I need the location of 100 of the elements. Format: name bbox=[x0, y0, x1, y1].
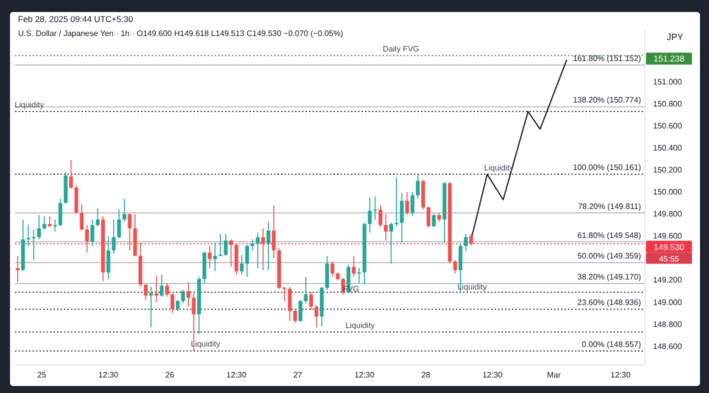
candlestick bbox=[128, 214, 132, 251]
candlestick bbox=[250, 238, 254, 251]
candlestick bbox=[112, 219, 116, 254]
candlestick bbox=[314, 304, 318, 328]
y-tick-label: 149.000 bbox=[653, 298, 682, 307]
candlestick bbox=[288, 286, 292, 322]
candlestick bbox=[410, 191, 414, 217]
candlestick bbox=[293, 309, 297, 324]
candlestick bbox=[181, 290, 185, 304]
x-tick-label: Mar bbox=[546, 370, 562, 380]
ref-line-label: 161.80% (151.152) bbox=[572, 54, 642, 64]
y-tick-label: 149.600 bbox=[653, 232, 682, 241]
x-tick-label: 28 bbox=[421, 370, 431, 380]
x-tick-label: 12:30 bbox=[98, 370, 119, 380]
candlestick bbox=[85, 224, 89, 254]
y-tick-label: 148.600 bbox=[653, 342, 682, 351]
candlestick bbox=[368, 197, 372, 234]
candlestick bbox=[122, 198, 126, 222]
y-tick-label: 148.800 bbox=[653, 320, 682, 329]
candlestick bbox=[176, 299, 180, 312]
candlestick bbox=[256, 232, 260, 269]
y-tick-label: 150.200 bbox=[653, 166, 682, 175]
y-tick-label: 149.200 bbox=[653, 276, 682, 285]
candlestick bbox=[298, 299, 302, 323]
candlestick bbox=[144, 284, 148, 300]
candlestick bbox=[272, 204, 276, 259]
candlestick bbox=[304, 276, 308, 304]
y-tick-label: 150.400 bbox=[653, 143, 682, 152]
candlestick bbox=[208, 245, 212, 269]
candlestick bbox=[394, 177, 398, 227]
x-tick-label: 26 bbox=[165, 370, 175, 380]
candlestick bbox=[224, 233, 228, 256]
candlestick bbox=[330, 260, 334, 278]
ref-line-label: 78.20% (149.811) bbox=[578, 202, 642, 211]
candlestick bbox=[213, 242, 217, 272]
candlestick bbox=[149, 286, 153, 328]
candlestick bbox=[389, 222, 394, 264]
candlestick bbox=[240, 254, 244, 276]
candlestick bbox=[378, 204, 382, 228]
candlestick bbox=[106, 236, 110, 280]
ref-line-label: 50.00% (149.359) bbox=[577, 252, 642, 261]
candlestick bbox=[58, 198, 62, 227]
candlestick bbox=[469, 234, 474, 246]
x-tick-label: 25 bbox=[37, 370, 47, 380]
candlestick bbox=[96, 208, 100, 227]
ref-line-label: 61.80% (149.548) bbox=[577, 230, 642, 240]
candlestick bbox=[357, 268, 362, 284]
candlestick bbox=[352, 255, 356, 278]
x-tick-label: 12:30 bbox=[354, 370, 376, 380]
ref-line-label: 138.20% (150.774) bbox=[572, 96, 642, 105]
candlestick bbox=[384, 214, 388, 241]
y-axis-title: JPY bbox=[666, 32, 684, 42]
candlestick bbox=[218, 233, 222, 256]
candlestick bbox=[416, 174, 420, 200]
candlestick bbox=[282, 286, 286, 302]
candlestick bbox=[165, 282, 169, 298]
candlestick bbox=[405, 191, 410, 216]
candlestick bbox=[42, 216, 46, 230]
candlestick bbox=[245, 244, 249, 278]
candlestick bbox=[261, 228, 265, 271]
candlestick bbox=[80, 204, 84, 232]
x-tick-label: 12:30 bbox=[610, 370, 632, 380]
annotation: Liquidity bbox=[14, 100, 44, 110]
candlestick bbox=[90, 219, 94, 246]
ref-line-label: 149.530 bbox=[654, 242, 685, 252]
candlestick bbox=[426, 206, 430, 228]
chart-subtitle: Feb 28, 2025 09:44 UTC+5:30 bbox=[18, 14, 134, 24]
candlestick bbox=[229, 238, 233, 268]
y-tick-label: 150.800 bbox=[653, 99, 682, 108]
candlestick bbox=[266, 221, 270, 271]
ref-line-label: 100.00% (150.161) bbox=[572, 163, 642, 172]
candlestick bbox=[400, 192, 404, 244]
candlestick bbox=[160, 274, 164, 298]
candlestick bbox=[53, 219, 57, 232]
candlestick bbox=[432, 214, 436, 228]
candlestick bbox=[69, 160, 73, 190]
y-tick-label: 150.000 bbox=[653, 188, 682, 197]
candlestick bbox=[186, 282, 190, 308]
ref-line-label: 151.238 bbox=[654, 54, 685, 64]
annotation: Daily FVG bbox=[382, 44, 420, 54]
candlestick bbox=[309, 292, 314, 310]
x-tick-label: 12:30 bbox=[482, 370, 504, 380]
candlestick bbox=[373, 196, 378, 220]
ref-line-label: 23.60% (148.936) bbox=[577, 298, 642, 308]
candlestick bbox=[37, 214, 41, 240]
candlestick bbox=[170, 292, 174, 314]
ref-line-label: 0.00% (148.557) bbox=[582, 340, 642, 350]
candlestick bbox=[464, 233, 468, 252]
y-tick-label: 149.800 bbox=[653, 210, 682, 219]
candlestick bbox=[154, 275, 158, 303]
y-tick-label: 150.600 bbox=[653, 121, 682, 130]
x-tick-label: 12:30 bbox=[226, 370, 247, 380]
ref-line-label: 38.20% (149.170) bbox=[577, 272, 642, 282]
candlestick bbox=[32, 228, 36, 261]
chart-title: U.S. Dollar / Japanese Yen · 1h · O149.600 H149.618 L149.513 C149.530 −0.070 (−0.05%) bbox=[18, 29, 344, 38]
candlestick bbox=[117, 209, 121, 239]
annotation: Liquidity bbox=[345, 320, 375, 330]
x-tick-label: 27 bbox=[293, 370, 303, 380]
y-tick-label: 151.000 bbox=[653, 77, 682, 86]
text: 45:55 bbox=[658, 254, 680, 264]
